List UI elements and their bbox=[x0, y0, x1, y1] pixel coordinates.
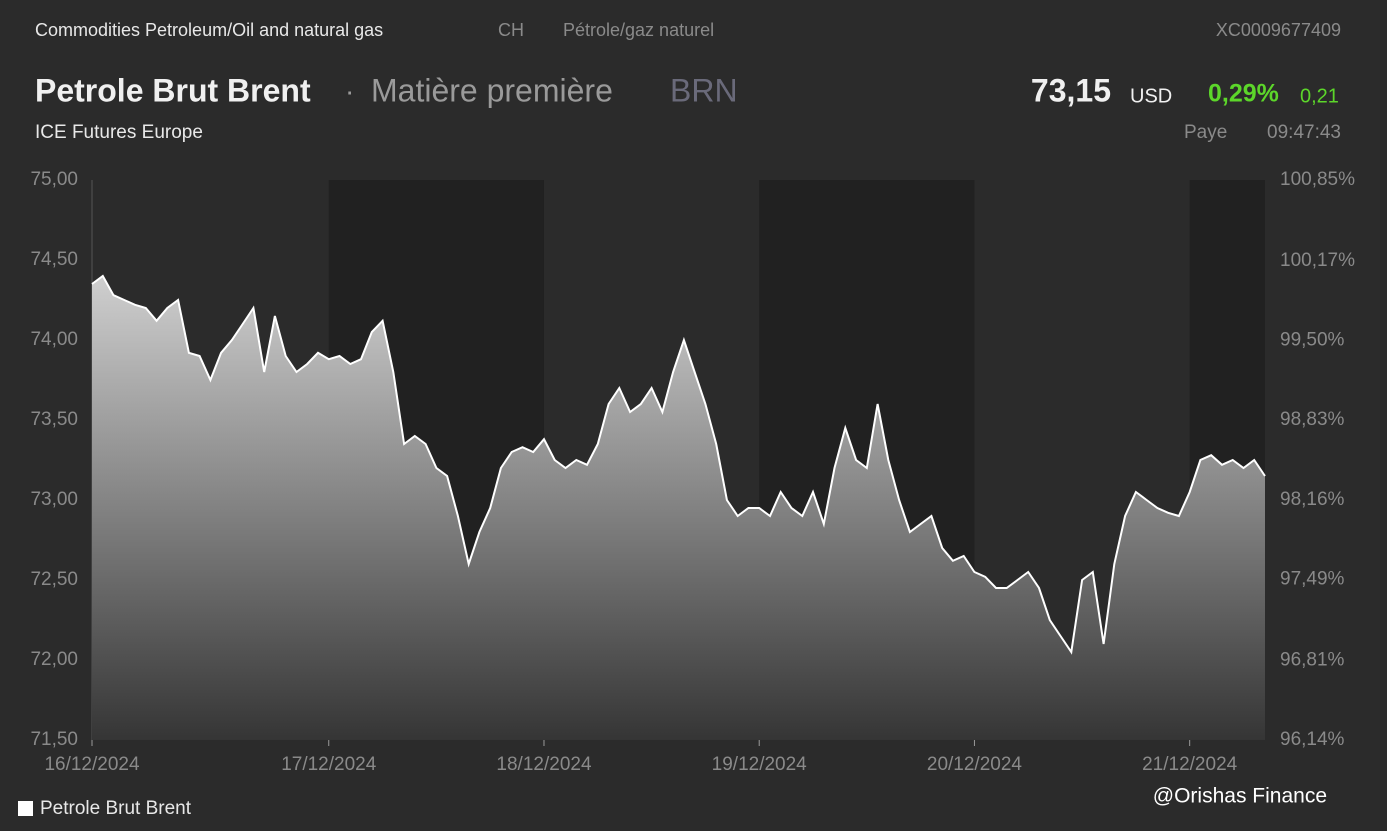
y-tick-label: 73,50 bbox=[30, 409, 78, 430]
x-tick-label: 20/12/2024 bbox=[927, 754, 1023, 775]
instrument-name: Petrole Brut Brent bbox=[35, 72, 311, 108]
y2-tick-label: 100,85% bbox=[1280, 169, 1355, 190]
watermark: @Orishas Finance bbox=[1153, 785, 1327, 808]
asset-type: Matière première bbox=[371, 72, 613, 108]
status: Paye bbox=[1184, 122, 1227, 143]
price: 73,15 bbox=[1031, 72, 1111, 108]
x-tick-label: 18/12/2024 bbox=[496, 754, 592, 775]
category: Pétrole/gaz naturel bbox=[563, 20, 714, 40]
area-fill bbox=[92, 276, 1265, 740]
legend-swatch bbox=[18, 801, 33, 816]
y-tick-label: 72,00 bbox=[30, 649, 78, 670]
separator: · bbox=[345, 75, 354, 106]
y2-tick-label: 96,14% bbox=[1280, 729, 1345, 750]
x-tick-label: 16/12/2024 bbox=[44, 754, 140, 775]
y-tick-label: 73,00 bbox=[30, 489, 78, 510]
y-tick-label: 74,50 bbox=[30, 249, 78, 270]
x-tick-label: 17/12/2024 bbox=[281, 754, 377, 775]
x-tick-label: 21/12/2024 bbox=[1142, 754, 1238, 775]
y-tick-label: 75,00 bbox=[30, 169, 78, 190]
country: CH bbox=[498, 20, 524, 40]
ticker: BRN bbox=[670, 72, 738, 108]
y2-tick-label: 98,83% bbox=[1280, 409, 1345, 430]
time: 09:47:43 bbox=[1267, 122, 1341, 143]
currency: USD bbox=[1130, 85, 1172, 107]
y-tick-label: 71,50 bbox=[30, 729, 78, 750]
y-tick-label: 74,00 bbox=[30, 329, 78, 350]
y-tick-label: 72,50 bbox=[30, 569, 78, 590]
y2-tick-label: 99,50% bbox=[1280, 330, 1345, 351]
x-tick-label: 19/12/2024 bbox=[712, 754, 808, 775]
y2-tick-label: 98,16% bbox=[1280, 489, 1345, 510]
change-pct: 0,29% bbox=[1208, 80, 1279, 108]
breadcrumb: Commodities Petroleum/Oil and natural ga… bbox=[35, 20, 383, 40]
isin: XC0009677409 bbox=[1216, 20, 1341, 40]
price-line bbox=[91, 274, 1266, 655]
legend-label[interactable]: Petrole Brut Brent bbox=[40, 798, 192, 819]
y2-tick-label: 97,49% bbox=[1280, 569, 1345, 590]
y2-tick-label: 96,81% bbox=[1280, 649, 1345, 670]
exchange: ICE Futures Europe bbox=[35, 122, 203, 143]
change-abs: 0,21 bbox=[1300, 85, 1339, 107]
y2-tick-label: 100,17% bbox=[1280, 250, 1355, 271]
